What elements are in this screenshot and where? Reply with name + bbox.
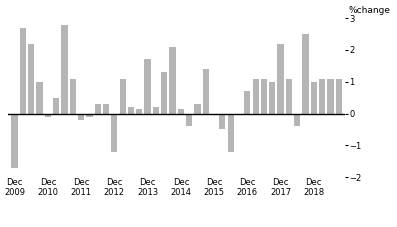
Bar <box>194 104 200 114</box>
Bar <box>319 79 325 114</box>
Bar <box>261 79 267 114</box>
Bar <box>294 114 300 126</box>
Bar <box>244 91 251 114</box>
Bar <box>62 25 67 114</box>
Bar <box>103 104 109 114</box>
Text: %change: %change <box>349 6 391 15</box>
Bar <box>53 98 59 114</box>
Bar <box>186 114 192 126</box>
Bar <box>327 79 333 114</box>
Bar <box>78 114 84 120</box>
Bar <box>202 69 209 114</box>
Bar <box>161 72 167 114</box>
Bar <box>170 47 175 114</box>
Bar <box>278 44 284 114</box>
Bar <box>153 107 159 114</box>
Bar <box>86 114 93 117</box>
Bar <box>12 114 18 168</box>
Bar <box>145 59 151 114</box>
Bar <box>178 109 184 114</box>
Bar <box>28 44 34 114</box>
Bar <box>119 79 126 114</box>
Bar <box>335 79 342 114</box>
Bar <box>303 34 308 113</box>
Bar <box>94 104 101 114</box>
Bar <box>111 114 118 152</box>
Bar <box>311 82 317 114</box>
Bar <box>219 114 225 129</box>
Bar <box>37 82 42 114</box>
Bar <box>211 114 217 115</box>
Bar <box>269 82 276 114</box>
Bar <box>136 109 143 114</box>
Bar <box>227 114 234 152</box>
Bar <box>20 28 26 114</box>
Bar <box>252 79 259 114</box>
Bar <box>128 107 134 114</box>
Bar <box>45 114 51 117</box>
Bar <box>69 79 76 114</box>
Bar <box>286 79 292 114</box>
